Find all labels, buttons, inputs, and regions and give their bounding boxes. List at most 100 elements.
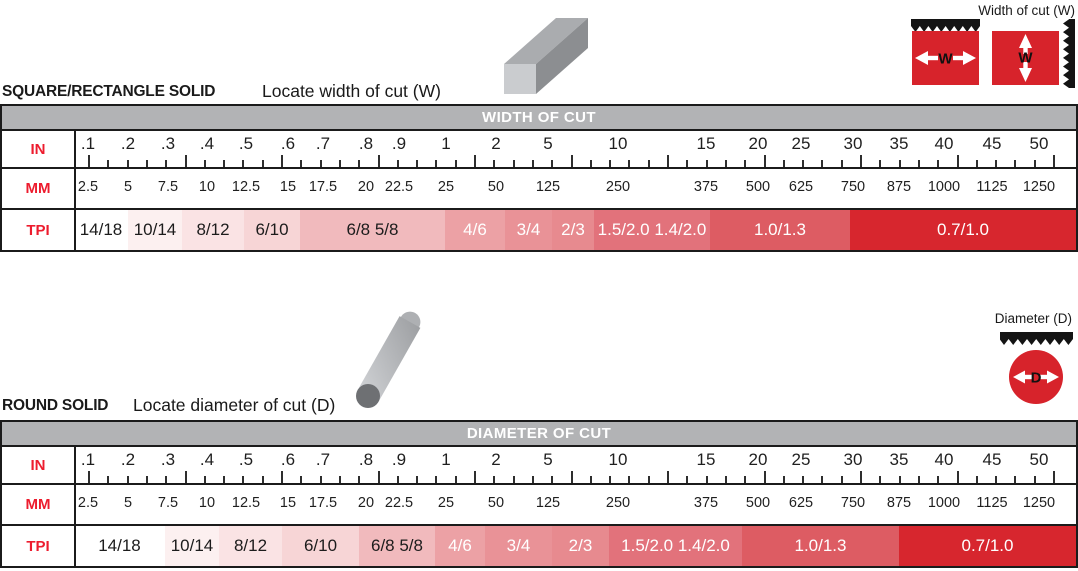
ruler-tick [203,476,206,483]
in-scale-value: 25 [791,450,811,469]
mm-scale-value: 7.5 [157,495,179,511]
ruler-tick [840,160,843,167]
tpi-segment: 1.5/2.0 1.4/2.0 [609,526,742,566]
table-title: WIDTH OF CUT [482,109,596,126]
tpi-segment: 6/10 [282,526,359,566]
ruler-tick [223,476,226,483]
ruler-tick [435,160,438,167]
mm-scale-value: 125 [535,495,561,511]
ruler-tick [261,160,264,167]
ruler-tick [454,476,457,483]
mm-scale-value: 750 [840,179,866,195]
mm-scale-value: 125 [535,179,561,195]
in-scale-value: 45 [982,450,1002,469]
in-scale-value: .2 [120,134,136,153]
tpi-segment: 6/10 [244,210,300,250]
ruler-tick [898,160,901,167]
in-scale-value: 40 [934,450,954,469]
tpi-segment: 14/18 [74,526,165,566]
in-scale-values: .1.2.3.4.5.6.7.8.9 1 2 5 10 15 20 25 30 35 40 45 50 [2,447,1076,483]
mm-scale-value: 875 [886,495,912,511]
in-scale-value: .8 [358,450,374,469]
mm-scale-value: 750 [840,495,866,511]
ruler-tick [396,160,399,167]
ruler-tick [570,471,573,483]
ruler-tick [667,471,669,483]
tpi-segment: 14/18 [74,210,128,250]
ruler-ticks [2,131,1076,167]
ruler-tick [377,471,380,483]
instruction-diameter-of-cut: Locate diameter of cut (D) [133,395,336,415]
in-scale-value: .6 [280,134,296,153]
ruler-tick [242,160,245,167]
mm-row: MM 2.5 5 7.5 10 12.5 15 17.5 20 22.5 25 50 125 250 37… [2,485,1076,526]
ruler-tick [937,476,940,483]
ruler-tick [281,155,283,167]
in-scale-value: .5 [238,134,254,153]
ruler-tick [493,476,496,483]
ruler-tick [628,476,631,483]
ruler-tick [570,155,573,167]
ruler-tick [724,476,727,483]
mm-scale-value: 20 [357,495,375,511]
ruler-tick [107,476,110,483]
in-scale-value: 1 [441,134,451,153]
width-of-cut-icon-caption: Width of cut (W) [978,3,1075,18]
mm-scale-value: 12.5 [231,179,261,195]
ruler-tick [126,476,129,483]
ruler-tick [1053,155,1055,167]
mm-scale-value: 625 [788,495,814,511]
ruler-tick [647,476,650,483]
width-horizontal-icon: W [912,31,979,85]
table-header: DIAMETER OF CUT [2,422,1076,447]
ruler-tick [1033,476,1036,483]
square-bar-illustration-icon [504,18,588,94]
diameter-arrow-icon: D [1013,370,1059,387]
ruler-tick [802,160,805,167]
ruler-tick [377,155,380,167]
ruler-tick [88,471,90,483]
in-row: IN .1.2.3.4.5.6.7.8.9 1 2 5 10 15 20 25 30 35 40 45… [2,131,1076,169]
ruler-tick [763,471,766,483]
ruler-tick [184,155,187,167]
mm-scale-value: 17.5 [308,495,338,511]
ruler-tick [1033,160,1036,167]
ruler-tick [145,476,148,483]
ruler-tick [975,160,978,167]
mm-scale-value: 5 [123,495,133,511]
mm-scale-value: 5 [123,179,133,195]
ruler-tick [667,155,669,167]
tpi-segment: 8/12 [182,210,244,250]
ruler-tick [589,160,592,167]
mm-scale-value: 10 [198,179,216,195]
mm-scale-value: 2.5 [77,495,99,511]
ruler-tick [879,476,882,483]
tpi-segment: 8/12 [219,526,282,566]
ruler-tick [860,155,862,167]
ruler-tick [474,471,476,483]
ruler-tick [319,476,322,483]
saw-blade-horizontal-icon [1000,332,1073,345]
ruler-tick [686,160,689,167]
section-heading-round-solid: ROUND SOLID [2,397,109,414]
ruler-tick [223,160,226,167]
ruler-tick [126,160,129,167]
tpi-segment: 3/4 [485,526,552,566]
mm-scale-value: 2.5 [77,179,99,195]
tpi-segment: 6/8 5/8 [359,526,435,566]
tpi-segment: 6/8 5/8 [300,210,445,250]
ruler-tick [416,160,419,167]
ruler-tick [705,476,708,483]
in-scale-value: .4 [199,450,215,469]
ruler-tick [1014,160,1017,167]
ruler-tick [995,476,998,483]
in-scale-value: 45 [982,134,1002,153]
ruler-tick [763,155,766,167]
mm-scale-value: 250 [605,495,631,511]
in-scale-value: 35 [889,450,909,469]
mm-row-label: MM [2,169,76,208]
round-rod-illustration-icon [356,311,421,408]
mm-scale-value: 500 [745,179,771,195]
in-scale-value: .9 [391,450,407,469]
